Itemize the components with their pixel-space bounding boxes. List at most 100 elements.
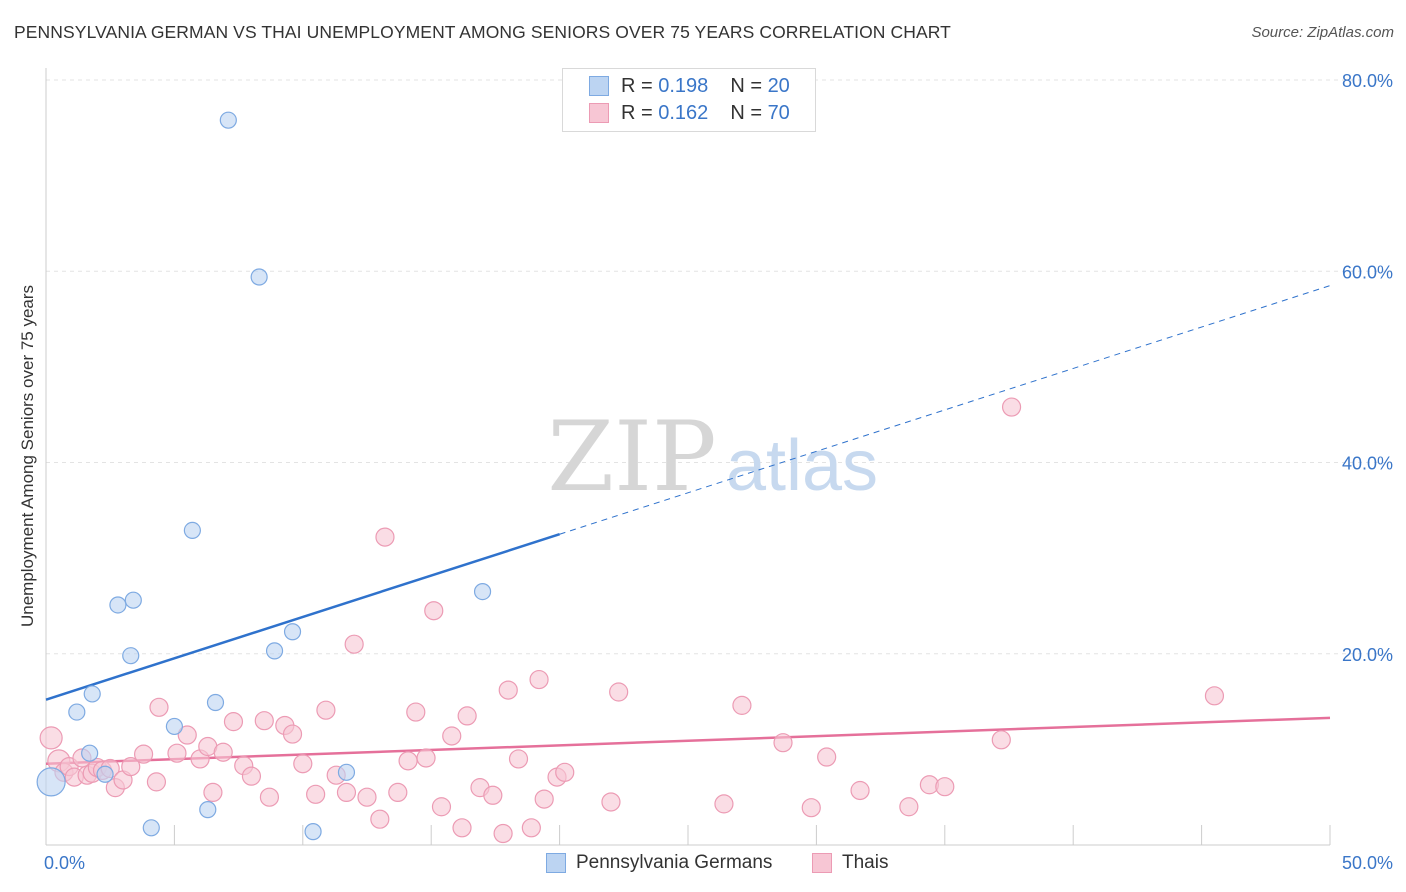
pennsylvania-german-point <box>219 111 237 129</box>
pennsylvania-german-point <box>265 642 284 660</box>
trend-lines <box>45 285 1331 765</box>
pennsylvania-germans-points <box>36 111 492 841</box>
thai-point <box>483 785 503 805</box>
thai-point <box>1204 686 1225 706</box>
thai-point <box>773 733 793 753</box>
pennsylvania-german-point <box>250 268 268 286</box>
x-tick-label: 0.0% <box>44 853 85 873</box>
thai-point <box>416 748 436 768</box>
watermark-zip: ZIP <box>547 401 716 513</box>
pennsylvania-german-point <box>68 703 86 721</box>
thai-point <box>133 744 154 764</box>
thai-point <box>457 706 477 726</box>
thai-point <box>935 777 955 797</box>
thai-point <box>254 711 274 731</box>
thai-point <box>316 700 336 720</box>
pennsylvania-german-point <box>283 623 302 641</box>
trend-line-thais <box>45 716 1331 765</box>
thai-point <box>293 754 313 774</box>
thai-point <box>336 782 357 803</box>
pennsylvania-german-point <box>304 823 322 841</box>
pennsylvania-german-point <box>206 693 225 712</box>
legend-r-label: R = <box>621 101 653 124</box>
thai-point <box>306 784 326 804</box>
x-tick-label: 50.0% <box>1342 853 1393 873</box>
thai-point <box>121 756 141 777</box>
thai-point <box>508 749 529 769</box>
thai-point <box>555 762 575 782</box>
thai-point <box>388 782 408 803</box>
thai-point <box>521 818 541 838</box>
thai-point <box>714 794 734 814</box>
thai-point <box>991 730 1011 750</box>
thai-point <box>167 743 187 763</box>
legend-n-value: 20 <box>767 74 790 97</box>
thai-point <box>850 780 870 801</box>
thai-point <box>406 702 426 722</box>
pennsylvania-german-point <box>165 717 183 736</box>
thai-point <box>801 798 821 818</box>
pennsylvania-german-point <box>36 767 66 797</box>
thai-point <box>424 601 444 621</box>
legend-swatch-pink <box>812 853 832 873</box>
thai-point <box>817 747 837 767</box>
legend-row-thais: R = 0.162 N = 70 <box>589 101 790 125</box>
thai-point <box>609 682 629 702</box>
legend-item-thais[interactable]: Thais <box>812 852 888 874</box>
thai-point <box>146 772 167 792</box>
thai-point <box>899 797 919 817</box>
pennsylvania-german-point <box>337 763 356 781</box>
thai-point <box>1001 397 1022 417</box>
thai-point <box>203 782 223 803</box>
thai-point <box>601 792 621 812</box>
pennsylvania-german-point <box>122 647 140 665</box>
thai-point <box>493 823 513 844</box>
correlation-legend: R = 0.198 N = 20 R = 0.162 N = 70 <box>562 68 816 132</box>
chart-title: PENNSYLVANIA GERMAN VS THAI UNEMPLOYMENT… <box>14 22 951 42</box>
y-tick-label: 20.0% <box>1342 645 1393 665</box>
thai-point <box>223 712 244 732</box>
thai-point <box>398 751 418 771</box>
pennsylvania-german-point <box>83 685 101 703</box>
thai-point <box>241 766 262 786</box>
thai-point <box>534 789 554 809</box>
legend-item-pennsylvania-germans[interactable]: Pennsylvania Germans <box>546 852 772 874</box>
legend-swatch-pink <box>589 103 609 123</box>
source-label: Source: ZipAtlas.com <box>1251 24 1394 41</box>
pennsylvania-german-point <box>199 801 217 819</box>
trend-line-pennsylvania-germans <box>45 533 560 701</box>
tick-labels: 20.0% 40.0% 60.0% 80.0% 0.0% 50.0% <box>44 71 1393 873</box>
thai-point <box>177 725 197 745</box>
thai-point <box>452 818 472 838</box>
pennsylvania-german-point <box>81 744 99 762</box>
legend-r-value: 0.162 <box>658 101 709 124</box>
y-tick-label: 80.0% <box>1342 71 1393 91</box>
legend-row-pennsylvania-germans: R = 0.198 N = 20 <box>589 74 790 98</box>
thai-point <box>442 726 462 746</box>
thai-point <box>149 697 169 717</box>
thai-point <box>259 787 280 807</box>
thai-point <box>732 695 752 715</box>
thai-point <box>370 809 390 829</box>
thai-point <box>282 724 303 744</box>
thai-point <box>213 742 233 762</box>
thais-points <box>39 397 1225 844</box>
legend-label: Thais <box>842 852 889 873</box>
pennsylvania-german-point <box>142 819 160 837</box>
legend-r-label: R = <box>621 74 653 97</box>
legend-n-label: N = <box>730 74 762 97</box>
pennsylvania-german-point <box>473 582 492 601</box>
pennsylvania-german-point <box>96 765 114 783</box>
series-legend: Pennsylvania Germans Thais <box>0 852 1406 878</box>
legend-swatch-blue <box>546 853 566 873</box>
y-tick-label: 40.0% <box>1342 454 1393 474</box>
pennsylvania-german-point <box>109 596 127 614</box>
watermark-atlas: atlas <box>726 426 878 506</box>
pennsylvania-german-point <box>124 591 142 609</box>
legend-n-label: N = <box>730 101 762 124</box>
legend-n-value: 70 <box>767 101 790 124</box>
trend-line-pennsylvania-germans-extension <box>559 285 1331 535</box>
thai-point <box>529 669 549 690</box>
thai-point <box>357 787 377 807</box>
